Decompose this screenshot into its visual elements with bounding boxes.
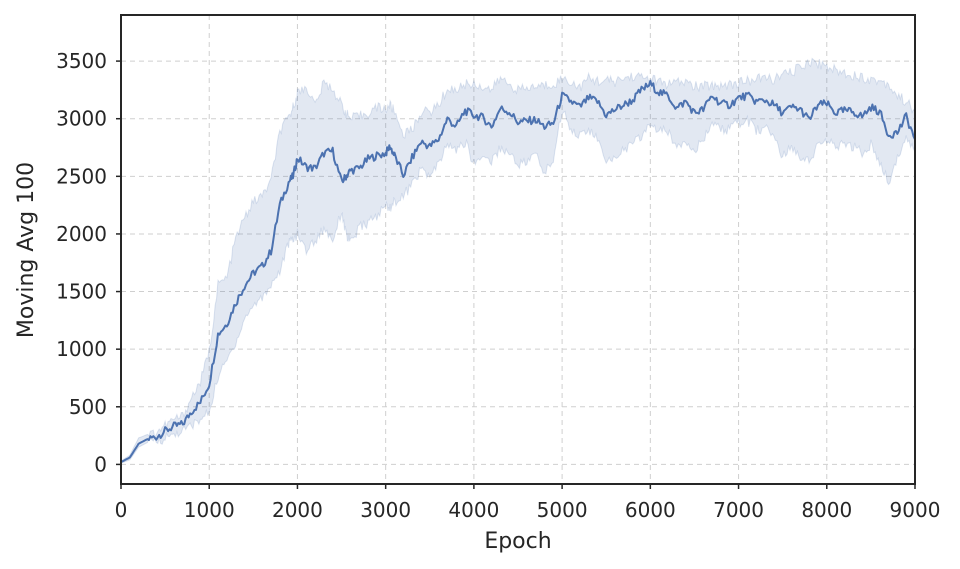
x-tick-label: 1000 xyxy=(184,498,235,522)
x-tick-label: 5000 xyxy=(537,498,588,522)
x-tick-label: 9000 xyxy=(890,498,941,522)
x-tick-label: 6000 xyxy=(625,498,676,522)
x-tick-label: 8000 xyxy=(801,498,852,522)
x-tick-label: 4000 xyxy=(448,498,499,522)
x-tick-label: 7000 xyxy=(713,498,764,522)
y-tick-label: 2000 xyxy=(56,222,107,246)
y-axis-label: Moving Avg 100 xyxy=(14,162,39,338)
y-tick-label: 3000 xyxy=(56,107,107,131)
plot-background xyxy=(121,15,915,484)
x-tick-label: 2000 xyxy=(272,498,323,522)
plot-frame xyxy=(120,14,916,485)
grid xyxy=(120,15,916,484)
y-tick-label: 0 xyxy=(94,452,107,476)
x-tick-label: 0 xyxy=(115,498,128,522)
x-tick-label: 3000 xyxy=(360,498,411,522)
y-tick-label: 1500 xyxy=(56,280,107,304)
y-axis: 0 500 1000 1500 2000 2500 3000 3500 xyxy=(56,49,121,476)
x-axis-label: Epoch xyxy=(484,529,551,554)
y-tick-label: 1000 xyxy=(56,337,107,361)
y-tick-label: 3500 xyxy=(56,49,107,73)
y-tick-label: 500 xyxy=(69,395,107,419)
x-axis: 0 1000 2000 3000 4000 5000 6000 7000 8000 9000 xyxy=(115,484,941,522)
series-line xyxy=(120,80,916,463)
y-tick-label: 2500 xyxy=(56,164,107,188)
